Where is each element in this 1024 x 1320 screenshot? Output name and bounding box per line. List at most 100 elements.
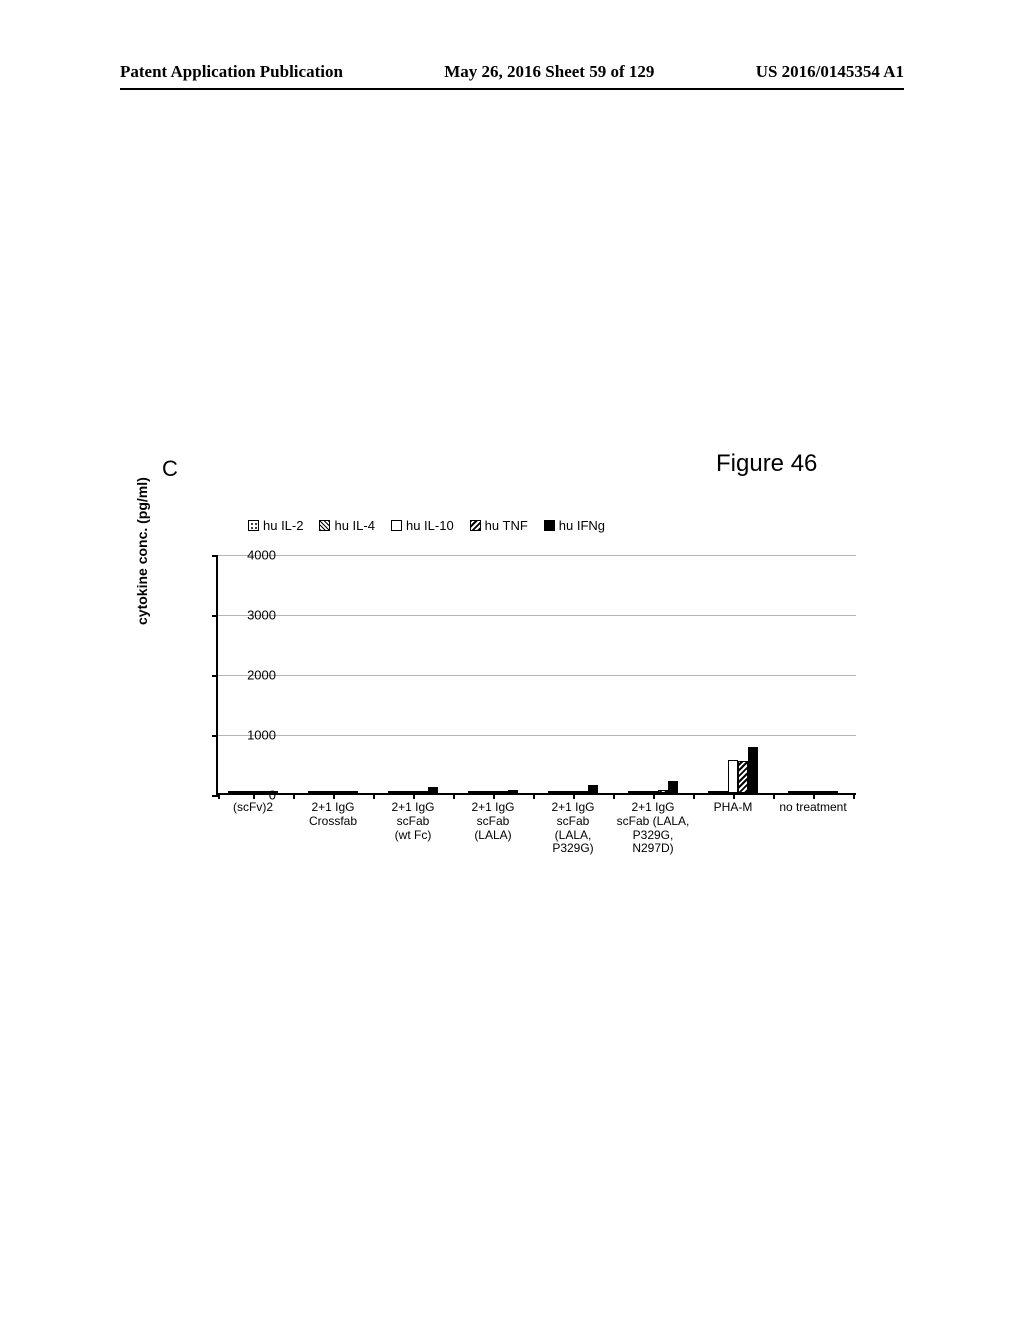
bar [558, 791, 568, 793]
bar-group: 2+1 IgGscFab(LALA) [468, 790, 518, 793]
chart-legend: hu IL-2 hu IL-4 hu IL-10 hu TNF hu IFNg [248, 518, 605, 533]
bar [548, 791, 558, 793]
bar [498, 791, 508, 793]
legend-swatch [470, 520, 481, 531]
x-group-sep [693, 793, 695, 799]
bar [748, 747, 758, 793]
bar-group: 2+1 IgGscFab(wt Fc) [388, 787, 438, 793]
bar [258, 791, 268, 793]
bar [268, 791, 278, 793]
gridline [218, 735, 856, 736]
x-tickmark [333, 793, 335, 799]
bar [658, 790, 668, 793]
bar [708, 791, 718, 793]
x-tick-label: 2+1 IgGCrossfab [293, 801, 373, 829]
legend-label: hu IL-2 [263, 518, 303, 533]
y-axis-label: cytokine conc. (pg/ml) [134, 477, 150, 625]
x-tick-label: (scFv)2 [213, 801, 293, 815]
x-tick-label: 2+1 IgGscFab(LALA,P329G) [533, 801, 613, 856]
x-tick-label: 2+1 IgGscFab (LALA,P329G,N297D) [613, 801, 693, 856]
header-right: US 2016/0145354 A1 [756, 62, 904, 82]
panel-label: C [162, 456, 178, 482]
bar [318, 791, 328, 793]
page-header: Patent Application Publication May 26, 2… [120, 62, 904, 82]
x-tick-label: PHA-M [693, 801, 773, 815]
legend-label: hu IL-10 [406, 518, 454, 533]
legend-item: hu IFNg [544, 518, 605, 533]
plot-area: 01000200030004000(scFv)22+1 IgGCrossfab2… [216, 555, 856, 795]
y-tick-label: 3000 [216, 608, 276, 623]
bar [508, 790, 518, 793]
bar [738, 761, 748, 793]
bar-chart: cytokine conc. (pg/ml) 01000200030004000… [150, 555, 870, 885]
legend-swatch [319, 520, 330, 531]
x-tickmark [653, 793, 655, 799]
legend-swatch [391, 520, 402, 531]
x-group-sep [613, 793, 615, 799]
header-left: Patent Application Publication [120, 62, 343, 82]
x-tick-label: 2+1 IgGscFab(wt Fc) [373, 801, 453, 842]
bar [428, 787, 438, 793]
header-center: May 26, 2016 Sheet 59 of 129 [444, 62, 654, 82]
x-tickmark [413, 793, 415, 799]
bar-group: 2+1 IgGscFab (LALA,P329G,N297D) [628, 781, 678, 793]
gridline [218, 615, 856, 616]
y-tick-label: 2000 [216, 668, 276, 683]
bar-group: 2+1 IgGscFab(LALA,P329G) [548, 785, 598, 793]
x-tickmark [813, 793, 815, 799]
bar [628, 791, 638, 793]
legend-item: hu IL-4 [319, 518, 374, 533]
header-rule [120, 88, 904, 90]
x-group-sep [773, 793, 775, 799]
bar [588, 785, 598, 793]
x-tickmark [493, 793, 495, 799]
legend-label: hu IL-4 [334, 518, 374, 533]
bar [798, 791, 808, 793]
bar [228, 791, 238, 793]
bar [418, 791, 428, 793]
x-group-sep [853, 793, 855, 799]
legend-item: hu IL-10 [391, 518, 454, 533]
x-tick-label: no treatment [773, 801, 853, 815]
y-tick-label: 1000 [216, 728, 276, 743]
bar [478, 791, 488, 793]
figure-label: Figure 46 [716, 450, 817, 478]
bar [728, 760, 738, 793]
legend-item: hu IL-2 [248, 518, 303, 533]
bar [238, 791, 248, 793]
bar [718, 791, 728, 793]
bar [348, 791, 358, 793]
x-tick-label: 2+1 IgGscFab(LALA) [453, 801, 533, 842]
bar [388, 791, 398, 793]
legend-swatch [544, 520, 555, 531]
bar [578, 791, 588, 793]
bar [638, 791, 648, 793]
gridline [218, 555, 856, 556]
x-tickmark [253, 793, 255, 799]
x-group-sep [453, 793, 455, 799]
bar [398, 791, 408, 793]
legend-swatch [248, 520, 259, 531]
x-group-sep [293, 793, 295, 799]
bar-group: no treatment [788, 791, 838, 793]
x-tickmark [733, 793, 735, 799]
legend-label: hu TNF [485, 518, 528, 533]
x-group-sep [533, 793, 535, 799]
gridline [218, 675, 856, 676]
legend-item: hu TNF [470, 518, 528, 533]
legend-label: hu IFNg [559, 518, 605, 533]
bar [668, 781, 678, 793]
x-tickmark [573, 793, 575, 799]
bar [828, 791, 838, 793]
bar-group: PHA-M [708, 747, 758, 793]
bar [788, 791, 798, 793]
bar [338, 791, 348, 793]
bar [818, 791, 828, 793]
x-group-sep [373, 793, 375, 799]
bar-group: 2+1 IgGCrossfab [308, 791, 358, 793]
y-tick-label: 4000 [216, 548, 276, 563]
bar [468, 791, 478, 793]
bar [308, 791, 318, 793]
bar-group: (scFv)2 [228, 791, 278, 793]
x-group-sep [218, 793, 220, 799]
